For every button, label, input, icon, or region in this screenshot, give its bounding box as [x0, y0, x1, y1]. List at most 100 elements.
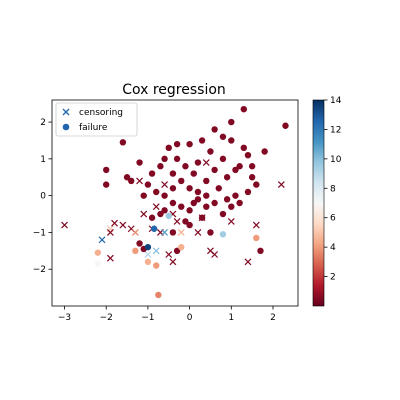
x-tick-label: −1	[141, 313, 154, 323]
failure-point	[207, 148, 214, 155]
y-tick-label: 0	[40, 192, 46, 202]
censoring-point	[144, 251, 152, 258]
failure-point	[148, 214, 156, 221]
failure-point	[169, 199, 177, 207]
chart-title: Cox regression	[122, 82, 226, 98]
y-tick-label: 1	[40, 155, 46, 165]
censoring-point	[161, 229, 169, 236]
censoring-point	[152, 203, 160, 211]
failure-point	[153, 262, 160, 269]
failure-point	[282, 122, 289, 129]
failure-point	[244, 188, 252, 196]
colorbar-tick-label: 14	[330, 96, 342, 106]
failure-point	[173, 247, 181, 255]
legend: censoring failure	[55, 102, 138, 137]
failure-point	[219, 133, 227, 140]
x-tick-label: −3	[58, 313, 71, 323]
failure-point	[190, 170, 197, 177]
censoring-point	[106, 254, 114, 262]
colorbar-ticks: 2 4 6 8 10 12 14	[324, 96, 342, 283]
failure-point	[186, 140, 193, 148]
failure-point	[136, 240, 143, 247]
failure-point	[157, 163, 164, 170]
failure-point	[136, 159, 143, 166]
censoring-point	[111, 219, 118, 227]
failure-point	[203, 177, 210, 185]
failure-point	[223, 196, 231, 203]
failure-point	[186, 207, 193, 214]
failure-point	[203, 192, 210, 199]
failure-point	[157, 210, 164, 218]
failure-point	[244, 151, 252, 159]
censoring-point	[211, 251, 219, 258]
censoring-point	[136, 177, 143, 185]
colorbar-tick-label: 10	[330, 155, 342, 165]
failure-point	[148, 170, 156, 177]
censoring-point	[98, 236, 106, 244]
censoring-point	[194, 229, 202, 236]
failure-point	[140, 192, 147, 199]
failure-point	[223, 174, 231, 181]
censoring-point	[227, 217, 235, 225]
censoring-point	[177, 229, 185, 236]
failure-point	[219, 210, 227, 218]
failure-point	[228, 137, 235, 144]
failure-point	[253, 181, 260, 188]
failure-point	[261, 148, 268, 155]
failure-point	[161, 207, 168, 214]
legend-marker-dot-icon	[62, 123, 70, 131]
failure-point	[253, 234, 260, 242]
colorbar-tick-label: 12	[330, 125, 341, 135]
failure-point	[103, 166, 110, 174]
colorbar-tick-label: 6	[330, 214, 336, 224]
failure-point	[190, 199, 197, 207]
x-tick-label: −2	[100, 313, 113, 323]
failure-point	[211, 126, 218, 133]
failure-point	[144, 181, 152, 188]
failure-point	[198, 137, 206, 144]
censoring-point	[169, 258, 177, 266]
failure-point	[161, 192, 168, 199]
failure-point	[103, 181, 110, 188]
y-tick-label: −1	[33, 228, 46, 238]
failure-point	[236, 199, 243, 207]
y-tick-label: −2	[33, 265, 46, 275]
failure-point	[150, 225, 158, 232]
colorbar-tick-label: 4	[330, 243, 336, 253]
failure-point	[257, 247, 264, 255]
failure-point	[219, 155, 227, 163]
y-tick-label: 2	[40, 118, 46, 128]
failure-point	[186, 221, 193, 229]
x-tick-label: 2	[270, 313, 276, 323]
failure-point	[203, 203, 210, 210]
failure-point	[153, 188, 160, 196]
failure-point	[178, 243, 185, 251]
censoring-point	[165, 251, 173, 258]
censoring-point	[61, 221, 68, 229]
censoring-point	[173, 217, 181, 225]
failure-point	[211, 166, 218, 174]
x-tick-label: 1	[228, 313, 234, 323]
censoring-point	[152, 247, 160, 255]
failure-point	[198, 214, 206, 221]
failure-point	[165, 212, 172, 220]
censoring-point	[140, 210, 148, 218]
failure-point	[119, 139, 127, 146]
failure-point	[240, 105, 247, 113]
failure-point	[178, 203, 185, 210]
x-tick-label: 0	[187, 313, 193, 323]
failure-point	[128, 177, 135, 185]
failure-point	[144, 243, 152, 251]
censoring-point	[161, 181, 169, 189]
failure-point	[211, 199, 218, 207]
censoring-point	[202, 159, 210, 166]
legend-label-censoring: censoring	[79, 108, 123, 118]
failure-point	[178, 177, 185, 185]
failure-point	[173, 140, 181, 148]
failure-point	[194, 196, 202, 203]
failure-point	[219, 231, 227, 238]
failure-point	[228, 118, 235, 126]
censoring-point	[277, 181, 285, 189]
failure-point	[144, 258, 152, 266]
